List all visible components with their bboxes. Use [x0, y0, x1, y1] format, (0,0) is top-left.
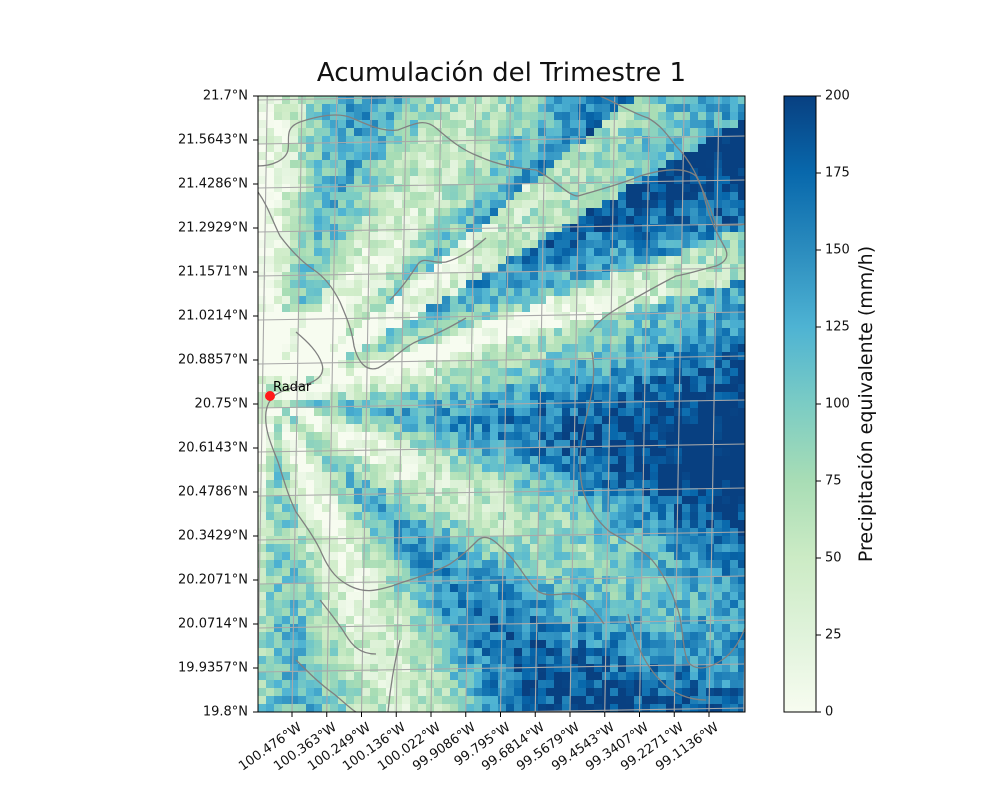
grid-parallel — [258, 531, 745, 541]
grid-parallel — [258, 179, 745, 189]
lat-tick-label: 20.75°N — [194, 396, 248, 412]
colorbar-title: Precipitación equivalente (mm/h) — [855, 245, 877, 563]
latitude-ticks — [253, 95, 258, 713]
colorbar — [783, 95, 817, 713]
colorbar-tick-label: 125 — [825, 319, 850, 335]
radar-marker — [265, 391, 275, 401]
grid-meridian — [708, 96, 720, 712]
map-grid — [258, 96, 745, 712]
lat-tick-label: 21.4286°N — [178, 176, 248, 192]
lat-tick-label: 21.1571°N — [178, 264, 248, 280]
grid-parallel — [258, 399, 745, 409]
grid-meridian — [291, 96, 303, 712]
grid-meridian — [604, 96, 616, 712]
grid-meridian — [638, 96, 651, 712]
grid-parallel — [258, 96, 535, 101]
lat-tick-label: 20.4786°N — [178, 484, 248, 500]
grid-meridian — [258, 96, 268, 700]
colorbar-tick-label: 175 — [825, 165, 850, 181]
longitude-ticks — [291, 712, 710, 717]
state-boundaries — [258, 96, 745, 712]
grid-parallel — [258, 663, 745, 673]
lat-tick-label: 20.6143°N — [178, 440, 248, 456]
colorbar-tick-label: 200 — [825, 88, 850, 104]
radar-label: Radar — [273, 380, 312, 395]
grid-meridian — [569, 96, 581, 712]
map-title: Acumulación del Trimestre 1 — [316, 58, 687, 88]
lat-tick-label: 19.9357°N — [178, 660, 248, 676]
colorbar-tick-label: 0 — [825, 704, 834, 720]
grid-meridian — [360, 96, 373, 712]
grid-parallel — [258, 267, 745, 277]
lat-tick-label: 20.3429°N — [178, 528, 248, 544]
grid-meridian — [395, 96, 407, 712]
grid-parallel — [258, 135, 745, 145]
colorbar-tick-label: 50 — [825, 550, 842, 566]
grid-meridian — [534, 96, 546, 712]
lat-tick-label: 20.2071°N — [178, 572, 248, 588]
lat-tick-label: 21.7°N — [202, 88, 248, 104]
lat-tick-label: 19.8°N — [202, 704, 248, 720]
colorbar-tick-label: 75 — [825, 473, 842, 489]
grid-meridian — [326, 96, 338, 712]
grid-parallel — [258, 487, 745, 497]
colorbar-tick-label: 100 — [825, 396, 850, 412]
grid-meridian — [673, 96, 685, 712]
colorbar-ticks — [816, 95, 821, 713]
grid-meridian — [430, 96, 442, 712]
lat-tick-label: 20.8857°N — [178, 352, 248, 368]
lat-tick-label: 21.2929°N — [178, 220, 248, 236]
colorbar-tick-label: 25 — [825, 627, 842, 643]
lat-tick-label: 20.0714°N — [178, 616, 248, 632]
lat-tick-label: 21.5643°N — [178, 132, 248, 148]
lat-tick-label: 21.0214°N — [178, 308, 248, 324]
grid-parallel — [258, 355, 745, 365]
colorbar-tick-label: 150 — [825, 242, 850, 258]
grid-parallel — [258, 223, 745, 233]
grid-parallel — [258, 619, 745, 629]
grid-parallel — [258, 311, 745, 321]
grid-parallel — [258, 443, 745, 453]
grid-parallel — [468, 707, 745, 712]
